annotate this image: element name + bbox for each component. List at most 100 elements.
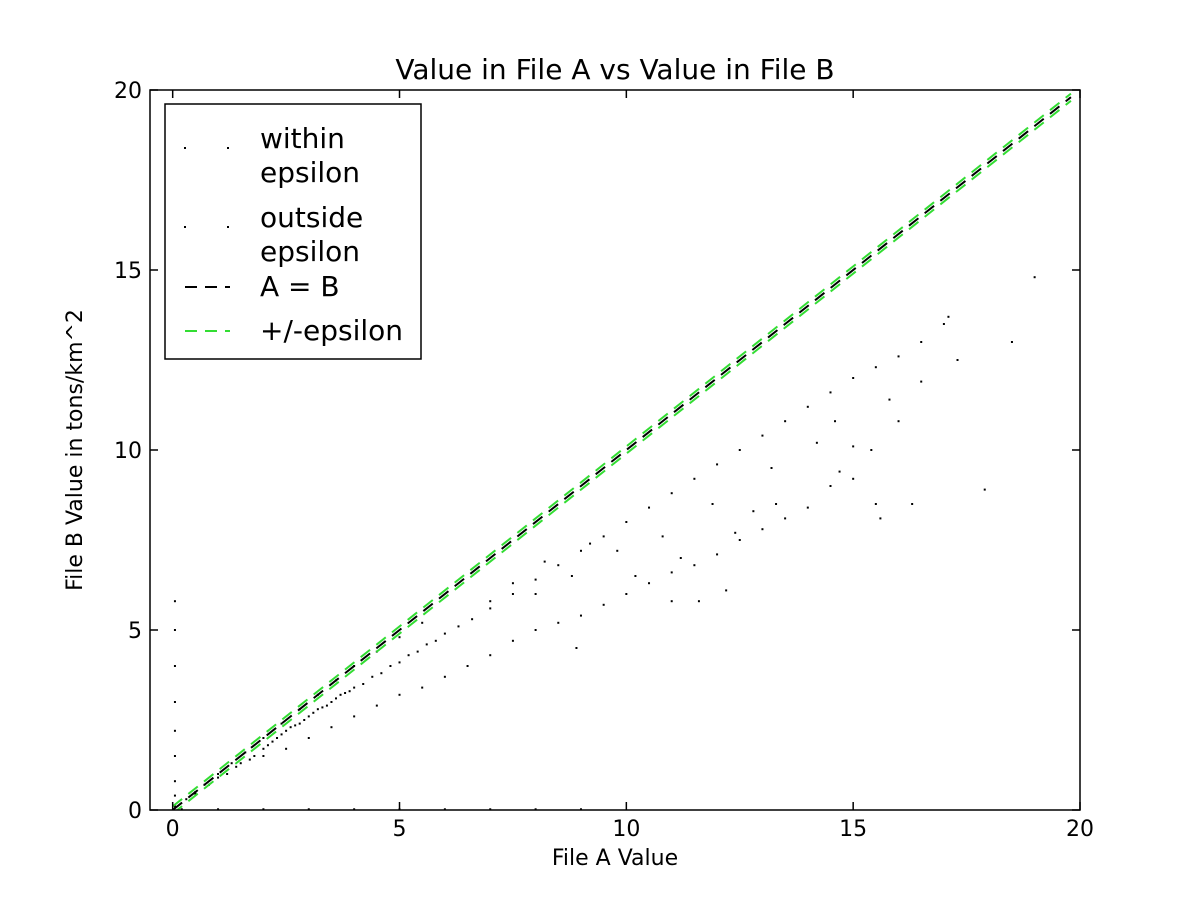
x-tick-label: 0 (166, 817, 180, 842)
scatter-point (575, 647, 578, 649)
scatter-point (761, 528, 764, 531)
scatter-point (262, 747, 265, 750)
scatter-point (852, 377, 855, 379)
x-tick-label: 20 (1066, 817, 1094, 842)
scatter-point (1010, 341, 1013, 343)
scatter-point (307, 737, 310, 739)
scatter-point (407, 654, 410, 657)
scatter-point (425, 643, 428, 646)
legend-label: epsilon (260, 156, 360, 189)
scatter-point (398, 693, 401, 696)
scatter-point (253, 755, 256, 757)
legend-label: +/-epsilon (260, 314, 403, 347)
scatter-point (226, 773, 229, 775)
axes: 0 5 10 15 20 0 5 10 15 20 (114, 79, 1094, 842)
scatter-point (443, 675, 446, 678)
y-tick-label: 20 (114, 79, 142, 104)
scatter-point (173, 729, 176, 732)
scatter-point (579, 808, 582, 810)
scatter-point (489, 607, 492, 610)
legend-marker (227, 226, 229, 228)
scatter-point (761, 434, 764, 437)
scatter-point (303, 719, 306, 721)
y-tick-label: 10 (114, 439, 142, 464)
scatter-point (443, 808, 446, 810)
scatter-point (173, 805, 176, 808)
scatter-point (834, 420, 837, 423)
scatter-point (806, 506, 809, 509)
scatter-point (235, 765, 238, 768)
scatter-point (353, 715, 356, 718)
scatter-point (330, 701, 333, 703)
x-tick-label: 5 (393, 817, 407, 842)
y-axis-label: File B Value in tons/km^2 (63, 309, 88, 591)
scatter-point (416, 650, 419, 653)
scatter-point (920, 380, 923, 383)
scatter-point (815, 441, 818, 444)
scatter-point (625, 593, 628, 595)
scatter-point (173, 665, 176, 667)
x-tick-label: 10 (612, 817, 640, 842)
scatter-point (185, 798, 188, 801)
scatter-point (353, 686, 356, 689)
scatter-point (262, 737, 265, 739)
scatter-point (262, 808, 265, 810)
scatter-point (173, 629, 176, 631)
legend-label: epsilon (260, 235, 360, 268)
scatter-point (239, 762, 242, 765)
scatter-point (579, 614, 582, 617)
scatter-point (775, 503, 778, 505)
scatter-point (570, 575, 573, 577)
scatter-point (266, 744, 269, 747)
scatter-point (335, 697, 337, 700)
scatter-point (443, 632, 446, 635)
scatter-point (716, 463, 719, 466)
scatter-point (852, 445, 855, 448)
scatter-point (579, 549, 582, 552)
scatter-point (670, 600, 673, 603)
scatter-point (616, 549, 619, 552)
scatter-point (380, 672, 383, 675)
scatter-point (289, 726, 292, 729)
scatter-point (285, 747, 288, 750)
legend-marker (227, 147, 229, 149)
scatter-point (489, 654, 492, 657)
scatter-point (421, 686, 424, 689)
scatter-point (471, 618, 474, 621)
scatter-point (294, 724, 297, 727)
legend-label: A = B (260, 270, 340, 303)
scatter-point (693, 564, 696, 567)
scatter-point (829, 391, 832, 394)
scatter-point (353, 808, 356, 810)
scatter-point (711, 503, 714, 505)
scatter-point (362, 683, 365, 685)
scatter-point (874, 503, 877, 505)
scatter-point (262, 755, 265, 757)
legend-box (164, 103, 422, 360)
scatter-point (557, 564, 560, 567)
scatter-point (217, 808, 220, 810)
scatter-point (217, 773, 220, 775)
scatter-point (697, 600, 700, 603)
scatter-point (602, 603, 605, 606)
scatter-point (874, 366, 877, 369)
x-axis-label: File A Value (552, 846, 678, 871)
scatter-point (344, 692, 347, 694)
scatter-point (956, 359, 959, 361)
chart-title: Value in File A vs Value in File B (395, 53, 834, 86)
scatter-point (312, 711, 315, 714)
scatter-point (489, 808, 492, 810)
scatter-point (661, 535, 664, 538)
scatter-point (298, 722, 301, 725)
scatter-point (602, 535, 605, 538)
scatter-point (1033, 276, 1036, 279)
plot-area (172, 92, 1072, 810)
scatter-point (434, 639, 437, 642)
y-tick-label: 15 (114, 259, 142, 284)
scatter-point (648, 506, 651, 509)
scatter-point (173, 755, 176, 757)
scatter-point (983, 488, 986, 491)
